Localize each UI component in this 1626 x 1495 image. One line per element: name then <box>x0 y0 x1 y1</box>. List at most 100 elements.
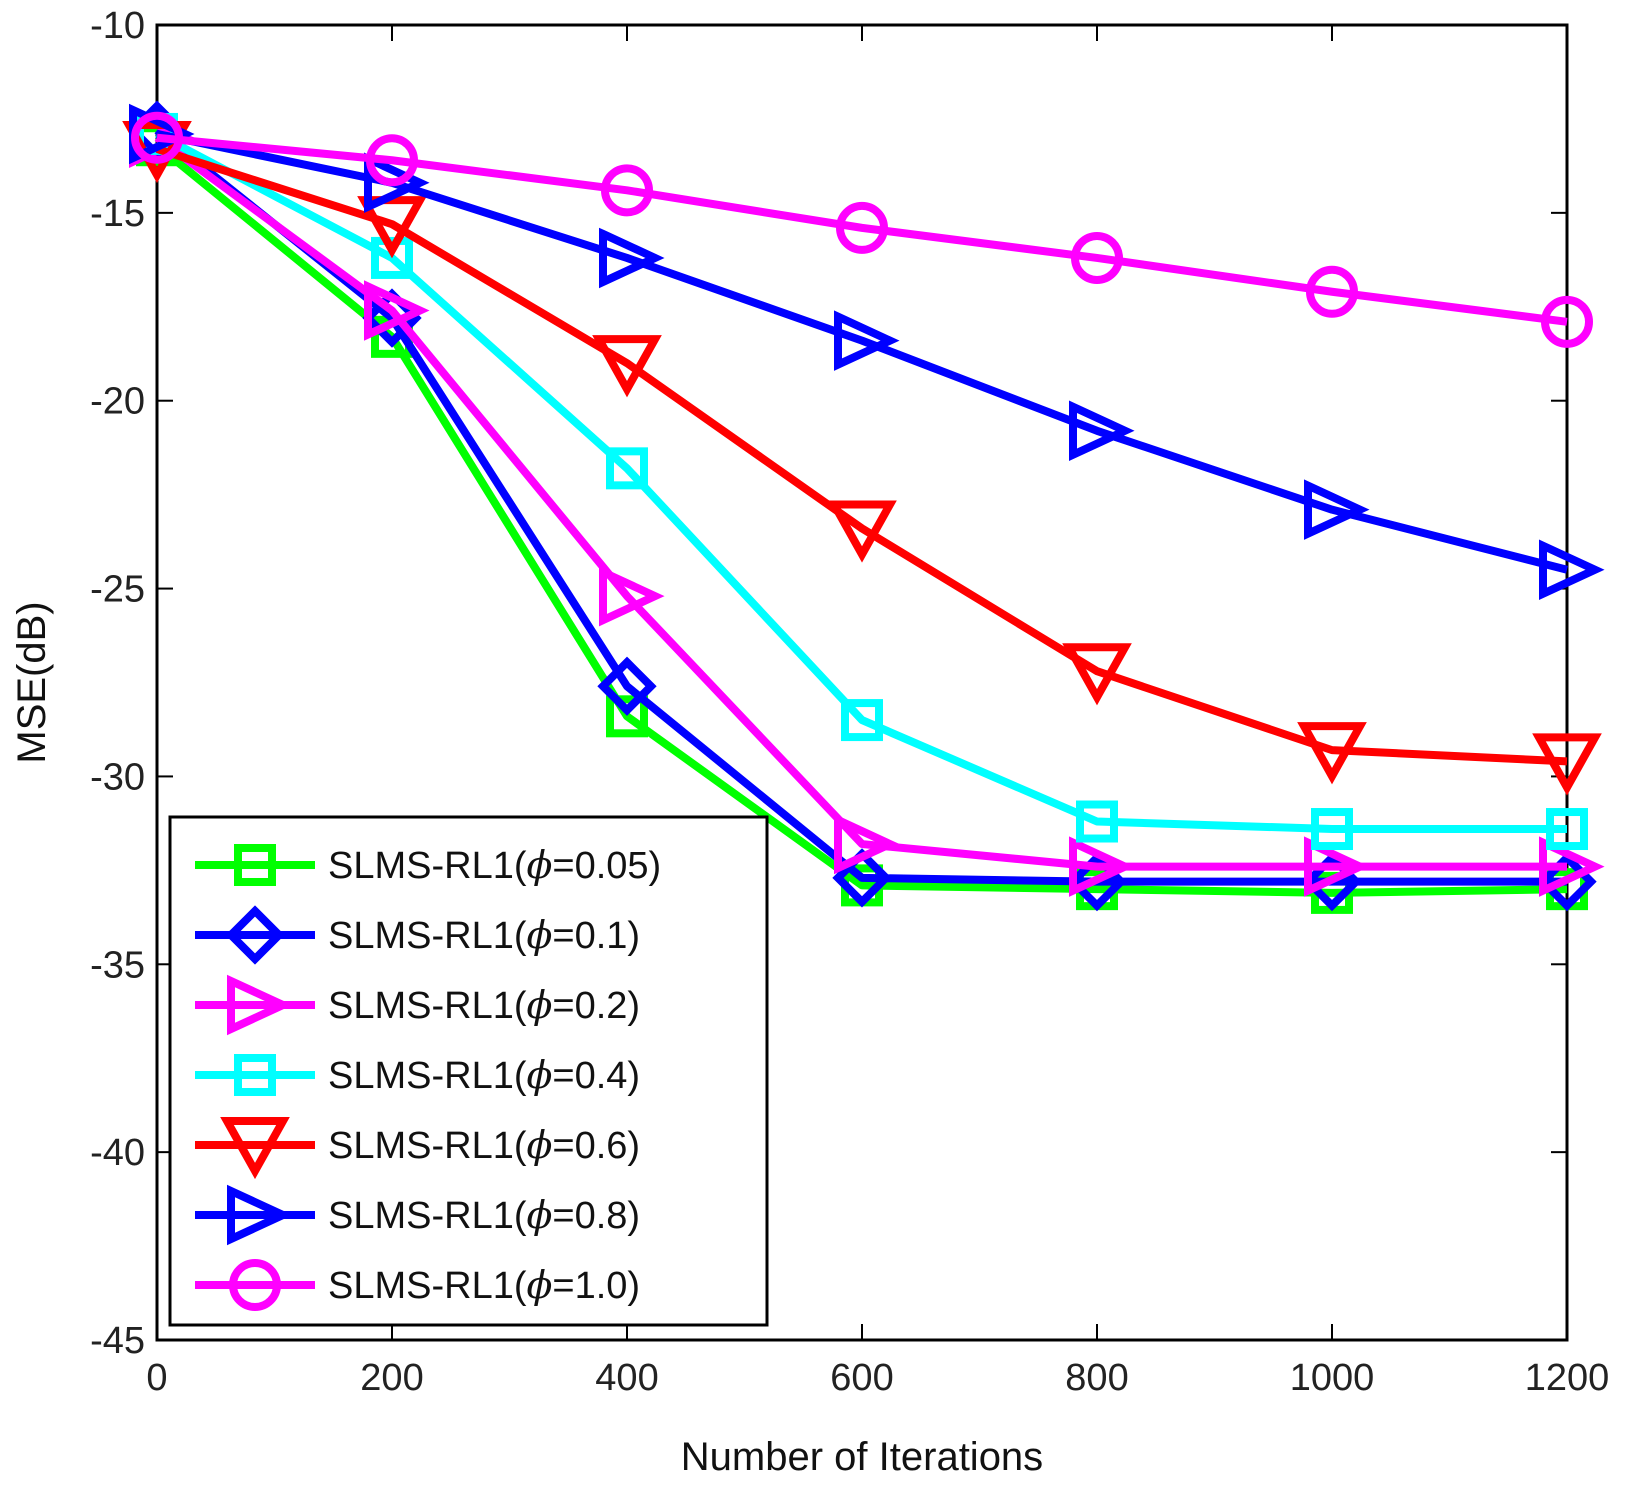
data-point-triangle-right <box>599 227 665 289</box>
data-point-triangle-right <box>1539 539 1605 601</box>
data-point-triangle-right <box>834 310 900 371</box>
data-point-triangle-right <box>1304 836 1370 897</box>
data-point-square <box>606 447 648 490</box>
data-point-circle <box>601 164 653 217</box>
legend-entry: SLMS-RL1(ϕ=0.1) <box>195 905 640 965</box>
data-point-diamond <box>362 288 422 348</box>
data-point-square <box>371 236 413 279</box>
data-point-square <box>1076 800 1118 843</box>
axis-ticks: 0 200 400 600 800 1000 1200 -45 -40 -35 -30 -25 -20 -… <box>90 5 1609 1399</box>
data-point-square <box>606 695 648 738</box>
data-point-circle <box>1071 231 1123 284</box>
x-tick-label: 200 <box>360 1357 423 1399</box>
legend-marker-square <box>234 1054 276 1096</box>
y-tick-label: -35 <box>90 944 145 986</box>
y-axis-title: MSE(dB) <box>10 601 54 763</box>
data-point-circle <box>1541 295 1593 348</box>
data-point-triangle-right <box>364 280 430 341</box>
y-tick-label: -40 <box>90 1132 145 1174</box>
legend-label-suffix: =0.1) <box>552 915 640 957</box>
legend-label-phi: ϕ <box>527 1263 553 1307</box>
legend-label: SLMS-RL1(ϕ=1.0) <box>328 1263 640 1307</box>
legend-label-prefix: SLMS-RL1( <box>328 985 527 1027</box>
legend-marker-triangle-down <box>220 1117 290 1180</box>
data-point-triangle-down <box>357 196 427 259</box>
data-point-triangle-right <box>599 565 665 627</box>
legend-label-suffix: =0.6) <box>552 1125 640 1167</box>
series-line <box>154 134 1567 871</box>
legend-label-prefix: SLMS-RL1( <box>328 1055 527 1097</box>
data-point-triangle-right <box>1069 400 1135 462</box>
legend-label-suffix: =1.0) <box>552 1265 640 1307</box>
legend-label-phi: ϕ <box>527 983 553 1027</box>
data-point-circle <box>836 201 888 254</box>
legend-label-suffix: =0.05) <box>552 845 661 887</box>
legend-label: SLMS-RL1(ϕ=0.8) <box>328 1193 640 1237</box>
legend-label-phi: ϕ <box>527 1053 553 1097</box>
data-point-triangle-down <box>1532 733 1602 796</box>
x-tick-label: 1200 <box>1525 1357 1610 1399</box>
y-tick-label: -10 <box>90 5 145 47</box>
series-line <box>155 145 1568 766</box>
data-point-triangle-down <box>592 335 662 398</box>
legend-label: SLMS-RL1(ϕ=0.05) <box>328 843 661 887</box>
legend-label-prefix: SLMS-RL1( <box>328 1265 527 1307</box>
legend-label-phi: ϕ <box>527 913 553 957</box>
legend-label-prefix: SLMS-RL1( <box>328 845 527 887</box>
legend-label: SLMS-RL1(ϕ=0.6) <box>328 1123 640 1167</box>
legend-marker-diamond <box>225 905 285 965</box>
data-point-circle <box>131 111 183 164</box>
y-tick-label: -25 <box>90 569 145 611</box>
legend-entry: SLMS-RL1(ϕ=0.4) <box>195 1053 640 1097</box>
legend-label-prefix: SLMS-RL1( <box>328 915 527 957</box>
data-point-triangle-right <box>1539 836 1605 897</box>
legend-entry: SLMS-RL1(ϕ=1.0) <box>195 1259 640 1311</box>
legend-label-prefix: SLMS-RL1( <box>328 1125 527 1167</box>
data-point-triangle-right <box>1069 836 1135 897</box>
x-tick-label: 800 <box>1065 1357 1128 1399</box>
legend-label-prefix: SLMS-RL1( <box>328 1195 527 1237</box>
series-7 <box>131 111 1593 348</box>
legend-marker-square <box>234 844 276 886</box>
legend-label-suffix: =0.2) <box>552 985 640 1027</box>
x-tick-label: 600 <box>830 1357 893 1399</box>
data-point-triangle-down <box>827 500 897 563</box>
legend-entry: SLMS-RL1(ϕ=0.8) <box>195 1184 640 1246</box>
legend-label: SLMS-RL1(ϕ=0.1) <box>328 913 640 957</box>
x-tick-label: 0 <box>146 1357 167 1399</box>
y-tick-label: -20 <box>90 381 145 423</box>
data-point-triangle-right <box>834 813 900 875</box>
legend-label-suffix: =0.4) <box>552 1055 640 1097</box>
legend-label-phi: ϕ <box>527 843 553 887</box>
data-point-diamond <box>832 848 892 908</box>
legend-label: SLMS-RL1(ϕ=0.2) <box>328 983 640 1027</box>
data-point-circle <box>1306 265 1358 318</box>
data-point-diamond <box>597 656 657 716</box>
legend-label: SLMS-RL1(ϕ=0.4) <box>328 1053 640 1097</box>
y-tick-label: -15 <box>90 193 145 235</box>
legend-label-phi: ϕ <box>527 1123 553 1167</box>
x-tick-label: 400 <box>595 1357 658 1399</box>
y-tick-label: -30 <box>90 756 145 798</box>
legend-label-phi: ϕ <box>527 1193 553 1237</box>
legend-entry: SLMS-RL1(ϕ=0.6) <box>195 1117 640 1180</box>
data-point-triangle-right <box>364 152 430 214</box>
data-point-triangle-down <box>1297 722 1367 785</box>
series-line <box>156 133 1568 326</box>
x-axis-title: Number of Iterations <box>681 1435 1043 1479</box>
data-point-square <box>1546 808 1588 851</box>
legend-marker-circle <box>229 1259 281 1311</box>
y-tick-label: -45 <box>90 1320 145 1362</box>
data-point-circle <box>366 134 418 187</box>
x-tick-label: 1000 <box>1290 1357 1375 1399</box>
legend-marker-triangle-right <box>227 1184 293 1246</box>
series-layer <box>122 100 1605 914</box>
legend-label-suffix: =0.8) <box>552 1195 640 1237</box>
legend-entry: SLMS-RL1(ϕ=0.05) <box>195 843 661 887</box>
data-point-square <box>1311 808 1353 851</box>
legend: SLMS-RL1(ϕ=0.05)SLMS-RL1(ϕ=0.1)SLMS-RL1(… <box>168 815 769 1327</box>
legend-marker-triangle-right <box>227 974 293 1036</box>
data-point-triangle-right <box>1304 479 1370 540</box>
data-point-triangle-down <box>1062 643 1132 706</box>
